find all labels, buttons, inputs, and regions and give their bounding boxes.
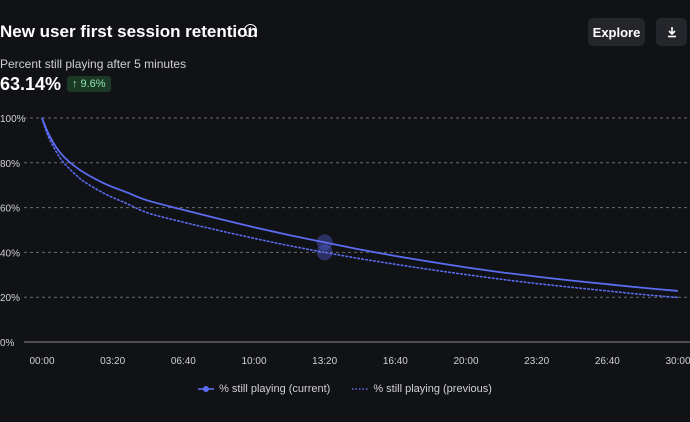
legend-swatch-previous <box>352 388 369 390</box>
x-tick-label: 23:20 <box>524 356 549 367</box>
x-tick-label: 26:40 <box>595 356 620 367</box>
y-tick-label: 60% <box>0 204 20 215</box>
y-tick-label: 0% <box>0 338 15 349</box>
x-tick-label: 06:40 <box>171 356 196 367</box>
legend-label-previous: % still playing (previous) <box>373 383 492 395</box>
chart-legend: % still playing (current) % still playin… <box>0 383 690 395</box>
hover-point-previous[interactable] <box>316 244 333 261</box>
info-icon[interactable]: i <box>244 24 257 37</box>
metric-value: 63.14% <box>0 74 62 94</box>
download-button[interactable] <box>656 18 687 46</box>
series-line-previous[interactable] <box>41 117 679 299</box>
x-tick-label: 20:00 <box>453 356 478 367</box>
x-tick-label: 03:20 <box>100 356 125 367</box>
x-tick-label: 13:20 <box>312 356 337 367</box>
series-line-current[interactable] <box>41 117 679 292</box>
download-icon <box>667 27 676 38</box>
explore-button[interactable]: Explore <box>588 18 645 46</box>
arrow-up-icon: ↑ <box>72 78 78 90</box>
y-tick-label: 40% <box>0 248 20 259</box>
x-tick-label: 00:00 <box>29 356 54 367</box>
legend-swatch-current <box>198 386 215 392</box>
y-tick-label: 80% <box>0 159 20 170</box>
y-tick-label: 100% <box>0 114 26 125</box>
metric-subtitle: Percent still playing after 5 minutes <box>0 57 187 71</box>
page-title: New user first session retention <box>0 22 258 41</box>
legend-item-previous[interactable]: % still playing (previous) <box>352 383 492 395</box>
x-tick-label: 30:00 <box>665 356 690 367</box>
hover-point-current[interactable] <box>316 234 333 251</box>
x-tick-label: 10:00 <box>241 356 266 367</box>
legend-item-current[interactable]: % still playing (current) <box>198 383 330 395</box>
delta-value: 9.6% <box>80 78 106 90</box>
y-tick-label: 20% <box>0 293 20 304</box>
retention-chart: 0% 20% 40% 60% 80% 100% 00:00 03:20 06:40 10:00 13… <box>0 114 690 367</box>
legend-label-current: % still playing (current) <box>219 383 331 395</box>
delta-badge: ↑ 9.6% <box>67 76 111 92</box>
x-tick-label: 16:40 <box>383 356 408 367</box>
